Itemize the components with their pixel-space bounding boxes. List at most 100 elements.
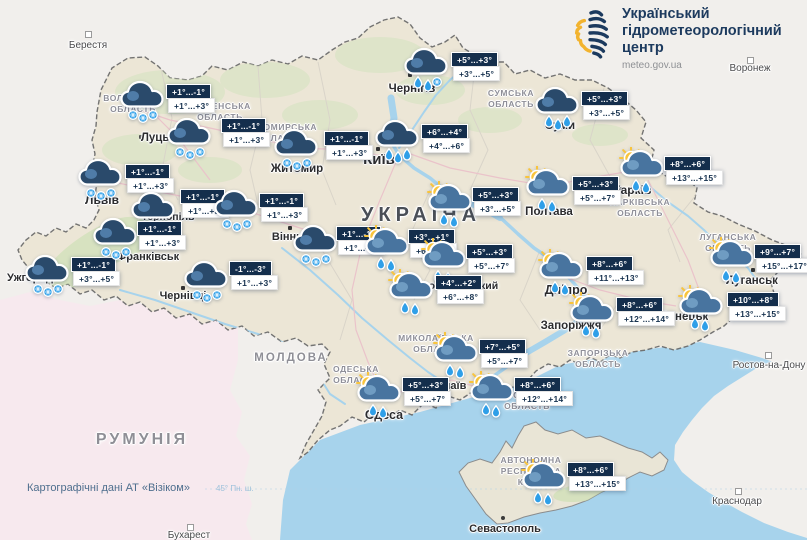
temp-range-secondary: +13°...+15° — [729, 306, 786, 322]
raindrop — [413, 75, 423, 89]
temp-range-primary: +1°...-1° — [166, 84, 211, 100]
city-label: Берестя — [68, 40, 108, 51]
snowflake — [222, 219, 232, 229]
temp-range-secondary: +3°...+5° — [474, 201, 522, 217]
temperature-badge: +1°...-1° +3°...+5° — [71, 257, 121, 287]
temp-range-secondary: +1°...+3° — [231, 275, 279, 291]
weather-icon-sun-rain — [619, 146, 667, 200]
temp-range-primary: +4°...+2° — [435, 275, 483, 291]
temperature-badge: +10°...+8° +13°...+15° — [727, 292, 786, 322]
temp-range-primary: +10°...+8° — [727, 292, 779, 308]
latitude-label: 45° Пн. ш. — [216, 484, 254, 493]
temp-range-secondary: +5°...+7° — [404, 391, 452, 407]
temperature-badge: +5°...+3° +3°...+5° — [581, 91, 631, 121]
snowflake — [128, 110, 138, 120]
city-label: Франківськ — [116, 251, 180, 263]
weather-icon-sun-rain — [538, 248, 586, 302]
raindrop — [631, 178, 641, 192]
temp-range-secondary: +11°...+13° — [588, 270, 645, 286]
temp-range-primary: +9°...+7° — [754, 244, 802, 260]
city-marker — [85, 31, 92, 38]
temp-range-primary: +5°...+3° — [451, 52, 499, 68]
raindrop — [721, 268, 731, 282]
raindrop — [550, 280, 560, 294]
temperature-badge: +5°...+3° +3°...+5° — [451, 52, 501, 82]
weather-icon-sun-rain — [388, 268, 436, 322]
snowflake — [202, 293, 212, 303]
raindrop — [455, 365, 465, 379]
city-marker — [618, 187, 622, 191]
logo-title-line1: Український — [622, 6, 710, 22]
weather-icon-snow — [183, 258, 231, 311]
temp-range-secondary: +6°...+8° — [437, 289, 485, 305]
temperature-badge: +5°...+3° +5°...+7° — [466, 244, 516, 274]
city-marker — [735, 488, 742, 495]
logo-url: meteo.gov.ua — [622, 60, 682, 71]
snowflake — [302, 158, 312, 168]
temp-range-secondary: +13°...+15° — [569, 476, 626, 492]
snowflake — [232, 222, 242, 232]
snowflake — [321, 254, 331, 264]
city-label: Бухарест — [167, 530, 211, 540]
city-marker — [751, 268, 755, 272]
raindrop — [481, 402, 491, 416]
temp-range-secondary: +1°...+3° — [139, 235, 187, 251]
weather-icon-snow — [119, 78, 167, 131]
raindrop — [560, 282, 570, 296]
city-label: Ростов-на-Дону — [732, 360, 806, 371]
uhmc-logo: Український гідрометеорологічний центр m… — [570, 6, 782, 71]
snowflake — [242, 219, 252, 229]
temp-range-primary: +8°...+6° — [567, 462, 615, 478]
snowflake — [53, 284, 63, 294]
temperature-badge: +1°...-1° +1°...+3° — [166, 84, 216, 114]
temp-range-primary: +8°...+6° — [616, 297, 664, 313]
temperature-badge: +5°...+3° +3°...+5° — [472, 187, 522, 217]
raindrop — [386, 258, 396, 272]
temp-range-secondary: +1°...+3° — [168, 98, 216, 114]
snowflake — [175, 147, 185, 157]
city-marker — [187, 524, 194, 531]
snowflake — [138, 113, 148, 123]
snowflake — [43, 287, 53, 297]
temp-range-primary: +5°...+3° — [581, 91, 629, 107]
weather-icon-sun-rain — [364, 224, 412, 278]
raindrop — [700, 318, 710, 332]
raindrop — [543, 492, 553, 506]
weather-icon-snow — [92, 215, 140, 268]
snowflake — [311, 257, 321, 267]
snowflake — [301, 254, 311, 264]
city-marker — [181, 286, 185, 290]
region-label: ХАРКІВСЬКА ОБЛАСТЬ — [609, 197, 671, 218]
temperature-badge: +8°...+6° +11°...+13° — [586, 256, 645, 286]
snowflake — [121, 247, 131, 257]
temp-range-secondary: +13°...+15° — [666, 170, 723, 186]
raindrop — [378, 405, 388, 419]
temp-range-primary: -1°...-3° — [229, 261, 272, 277]
snowflake — [195, 147, 205, 157]
city-label: Севастополь — [469, 523, 541, 535]
snowflake — [212, 290, 222, 300]
weather-icon-snow — [77, 156, 125, 209]
temp-range-primary: +1°...-1° — [137, 221, 182, 237]
temp-range-primary: +5°...+3° — [466, 244, 514, 260]
weather-icon-rain — [534, 84, 582, 137]
region-label: ЗАПОРІЗЬКА ОБЛАСТЬ — [567, 348, 629, 369]
city-label: Чернігів — [388, 83, 436, 95]
temp-range-secondary: +15°...+17° — [756, 258, 807, 274]
region-label: ЖИТОМИРСЬКА ОБЛАСТЬ — [242, 122, 318, 143]
weather-icon-snow — [273, 126, 321, 179]
snowflake — [33, 284, 43, 294]
weather-icon-sun-rain — [433, 331, 481, 385]
temperature-badge: +6°...+4° +4°...+6° — [421, 124, 471, 154]
temp-range-secondary: +3°...+5° — [73, 271, 121, 287]
temperature-badge: +1°...-1° +1°...+3° — [324, 131, 374, 161]
city-label: Воронеж — [729, 63, 771, 74]
weather-icon-sun-rain — [427, 180, 475, 234]
raindrop — [376, 256, 386, 270]
snowflake — [111, 250, 121, 260]
raindrop — [439, 212, 449, 226]
temperature-badge: +8°...+6° +12°...+14° — [616, 297, 675, 327]
temp-range-primary: +5°...+3° — [472, 187, 520, 203]
temp-range-primary: +5°...+3° — [402, 377, 450, 393]
weather-icon-snow — [213, 187, 261, 240]
